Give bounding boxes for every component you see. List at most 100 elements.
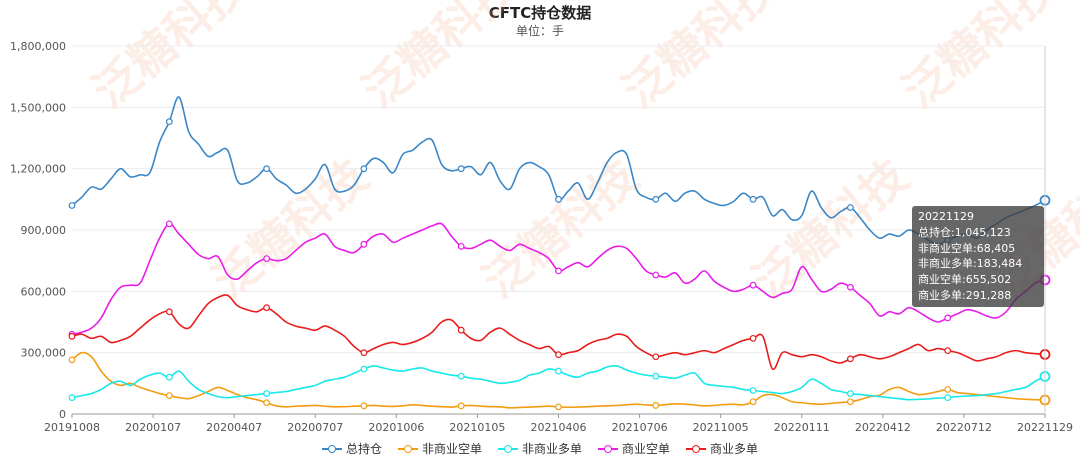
series-point <box>555 267 562 275</box>
series-point <box>360 240 368 248</box>
series-layer <box>68 96 1051 411</box>
x-axis: 20191008 20200107 20200407 20200707 20201006… <box>44 414 1073 434</box>
legend-item-noncomm-long[interactable]: 非商业多单 <box>497 440 582 457</box>
legend-line-icon <box>497 444 518 454</box>
series-point <box>263 255 271 263</box>
watermark-text: 泛糖科技 <box>472 149 648 309</box>
series-point <box>457 326 465 334</box>
series-point <box>652 372 660 380</box>
series-point <box>457 372 465 380</box>
tooltip: 20221129 总持仓:1,045,123 非商业空单:68,405 非商业多… <box>912 206 1044 307</box>
legend-item-total[interactable]: 总持仓 <box>321 440 382 457</box>
x-tick-label: 20210105 <box>449 421 505 434</box>
x-tick-label: 20220712 <box>936 421 992 434</box>
y-axis: 0 300,000 600,000 900,000 1,200,000 1,500,000… <box>10 40 66 421</box>
series-point <box>165 392 173 400</box>
y-tick-label: 600,000 <box>21 285 67 298</box>
series-point <box>68 332 76 340</box>
legend-line-icon <box>598 444 618 454</box>
x-tick-label: 20200107 <box>125 421 181 434</box>
tooltip-line: 商业空单:655,502 <box>918 273 1012 287</box>
series-point <box>457 165 465 173</box>
series-line <box>71 351 1046 409</box>
series-point <box>360 365 368 373</box>
series-point <box>749 195 757 203</box>
legend-label: 非商业空单 <box>421 442 482 456</box>
y-tick-label: 1,200,000 <box>10 163 66 176</box>
series-point <box>263 304 271 312</box>
series-point <box>944 386 952 393</box>
legend-label: 商业多单 <box>710 442 759 456</box>
tooltip-line: 商业多单:291,288 <box>918 288 1012 302</box>
series-point <box>652 195 660 203</box>
series-point <box>652 271 660 279</box>
legend-label: 商业空单 <box>622 442 671 456</box>
x-tick-label: 20210406 <box>531 421 587 434</box>
series-point <box>847 398 854 406</box>
series-point <box>652 353 660 361</box>
x-tick-label: 20211005 <box>693 421 749 434</box>
y-tick-label: 300,000 <box>21 347 67 360</box>
watermark-text: 泛糖科技 <box>742 149 918 309</box>
tooltip-line: 总持仓:1,045,123 <box>918 225 1011 239</box>
y-tick-label: 900,000 <box>21 224 67 237</box>
series-point <box>847 283 854 291</box>
series-point <box>68 202 76 209</box>
series-point <box>749 334 757 342</box>
tooltip-line: 非商业空单:68,405 <box>918 241 1016 255</box>
series-line <box>71 294 1046 370</box>
tooltip-date: 20221129 <box>918 210 974 223</box>
series-point <box>263 399 271 407</box>
x-tick-label: 20191008 <box>44 421 100 434</box>
series-point <box>360 402 368 410</box>
series-point <box>847 390 854 397</box>
x-tick-label: 20221129 <box>1017 421 1073 434</box>
series-point <box>360 165 368 173</box>
series-point <box>944 394 952 402</box>
legend-line-icon <box>321 444 342 454</box>
series-point <box>263 390 271 397</box>
series-point <box>165 308 173 316</box>
series-point <box>847 355 854 363</box>
series-point <box>944 347 952 355</box>
tooltip-line: 非商业多单:183,484 <box>918 257 1023 271</box>
x-tick-label: 20200707 <box>287 421 343 434</box>
watermark-text: 泛糖科技 <box>202 149 378 309</box>
x-tick-label: 20210706 <box>612 421 668 434</box>
series-point <box>749 281 757 289</box>
y-tick-label: 1,500,000 <box>10 101 66 114</box>
y-tick-label: 0 <box>59 408 66 421</box>
legend-line-icon <box>686 444 707 454</box>
series-point <box>68 356 76 364</box>
y-tick-label: 1,800,000 <box>10 40 66 53</box>
chart-subtitle: 单位：手 <box>515 24 564 38</box>
series-point <box>68 394 76 402</box>
legend-label: 总持仓 <box>345 442 382 456</box>
series-point <box>749 398 757 406</box>
series-point <box>555 367 562 375</box>
legend-item-comm-short[interactable]: 商业空单 <box>598 440 670 457</box>
series-point <box>555 403 562 411</box>
legend-item-noncomm-short[interactable]: 非商业空单 <box>397 440 482 457</box>
series-point <box>165 220 173 228</box>
legend-line-icon <box>397 444 418 454</box>
series-point <box>847 204 854 211</box>
x-tick-label: 20201006 <box>368 421 424 434</box>
watermark-text: 泛糖科技 <box>612 0 788 118</box>
watermark-text: 泛糖科技 <box>82 0 258 118</box>
legend-item-comm-long[interactable]: 商业多单 <box>686 440 758 457</box>
series-point <box>944 314 952 322</box>
watermark-text: 泛糖科技 <box>352 0 528 118</box>
series-point <box>555 351 562 359</box>
series-point <box>263 165 271 173</box>
series-point <box>457 402 465 410</box>
series-point <box>360 349 368 357</box>
series-point <box>457 242 465 250</box>
x-tick-label: 20200407 <box>206 421 262 434</box>
chart-title: CFTC持仓数据 <box>488 4 592 22</box>
series-point <box>165 373 173 381</box>
series-point <box>165 118 173 126</box>
grid-lines <box>72 45 1045 415</box>
watermark-text: 泛糖科技 <box>892 0 1068 118</box>
